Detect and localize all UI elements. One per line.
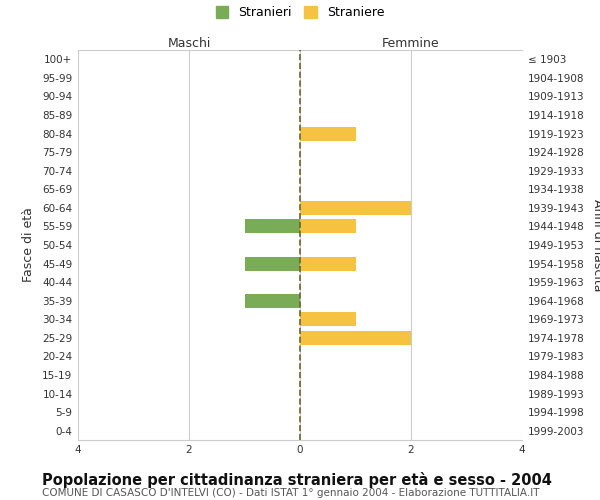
Bar xyxy=(300,256,355,270)
Bar xyxy=(300,201,411,215)
Bar xyxy=(300,312,355,326)
Bar xyxy=(245,220,300,234)
Bar xyxy=(300,126,355,140)
Bar xyxy=(300,331,411,345)
Bar xyxy=(245,294,300,308)
Bar xyxy=(300,220,355,234)
Bar xyxy=(245,256,300,270)
Text: Femmine: Femmine xyxy=(382,37,440,50)
Y-axis label: Anni di nascita: Anni di nascita xyxy=(591,198,600,291)
Y-axis label: Fasce di età: Fasce di età xyxy=(22,208,35,282)
Text: Popolazione per cittadinanza straniera per età e sesso - 2004: Popolazione per cittadinanza straniera p… xyxy=(42,472,552,488)
Legend: Stranieri, Straniere: Stranieri, Straniere xyxy=(216,6,384,19)
Text: COMUNE DI CASASCO D'INTELVI (CO) - Dati ISTAT 1° gennaio 2004 - Elaborazione TUT: COMUNE DI CASASCO D'INTELVI (CO) - Dati … xyxy=(42,488,539,498)
Text: Maschi: Maschi xyxy=(167,37,211,50)
